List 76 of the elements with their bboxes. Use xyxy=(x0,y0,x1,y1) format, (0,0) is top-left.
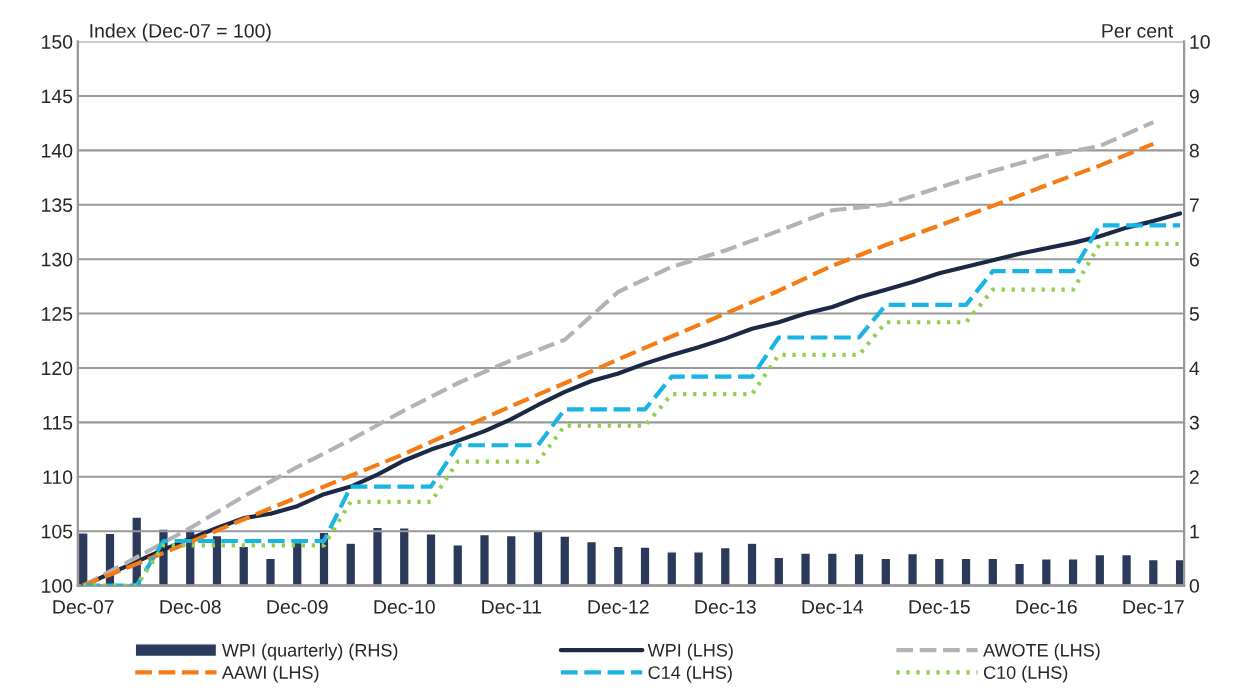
x-tick-label: Dec-11 xyxy=(482,600,541,614)
bar xyxy=(853,552,865,586)
bar xyxy=(371,526,384,586)
x-tick-label: Dec-13 xyxy=(695,599,756,614)
bar xyxy=(907,552,919,586)
bar xyxy=(238,545,250,586)
legend-label: AAWI (LHS) xyxy=(221,665,319,683)
bar xyxy=(612,545,624,586)
legend-label: C14 (LHS) xyxy=(648,665,732,683)
y-tick-label: 135 xyxy=(42,198,73,213)
bar xyxy=(211,534,223,586)
bar xyxy=(398,527,410,586)
bar xyxy=(1014,562,1026,586)
bar xyxy=(532,529,544,586)
bar xyxy=(987,557,999,586)
y2-tick-label: 6 xyxy=(1189,252,1199,267)
bar xyxy=(1147,558,1159,586)
bar xyxy=(559,535,571,586)
bar xyxy=(345,542,357,586)
bar xyxy=(264,557,276,586)
bar xyxy=(800,552,812,586)
x-tick-label: Dec-07 xyxy=(53,599,114,614)
y2-tick-label: 2 xyxy=(1189,470,1199,484)
y-axis-title: Index (Dec-07 = 100) xyxy=(90,23,271,42)
x-tick-label: Dec-09 xyxy=(267,599,328,614)
bar xyxy=(826,552,838,586)
y2-tick-label: 3 xyxy=(1189,415,1199,430)
legend-label: WPI (LHS) xyxy=(647,643,733,661)
y2-tick-label: 0 xyxy=(1189,579,1199,593)
bar xyxy=(478,533,491,586)
bar xyxy=(291,541,303,586)
y2-tick-label: 10 xyxy=(1190,35,1210,49)
bar xyxy=(586,540,598,586)
x-tick-label: Dec-17 xyxy=(1123,600,1184,614)
y2-tick-label: 9 xyxy=(1189,89,1199,104)
bar xyxy=(1121,553,1133,586)
bar xyxy=(773,556,785,586)
y2-tick-label: 1 xyxy=(1190,524,1199,539)
x-tick-label: Dec-10 xyxy=(374,599,435,614)
y-tick-label: 130 xyxy=(42,252,73,267)
y-tick-label: 125 xyxy=(42,307,73,321)
bar xyxy=(719,546,731,586)
legend-label: WPI (quarterly) (RHS) xyxy=(222,643,398,661)
x-tick-label: Dec-12 xyxy=(588,599,649,614)
y2-axis-title: Per cent xyxy=(1102,24,1174,38)
bar xyxy=(880,557,892,586)
x-tick-label: Dec-15 xyxy=(909,600,970,614)
bar xyxy=(1094,553,1106,586)
bar xyxy=(666,551,678,586)
x-tick-label: Dec-08 xyxy=(160,599,221,614)
bar xyxy=(746,542,758,586)
x-tick-label: Dec-16 xyxy=(1016,599,1077,614)
bar xyxy=(425,533,437,586)
y2-tick-label: 8 xyxy=(1189,143,1199,158)
y-tick-label: 140 xyxy=(42,143,73,158)
y-tick-label: 105 xyxy=(42,524,73,539)
bar xyxy=(960,557,972,586)
bar xyxy=(639,546,651,586)
x-tick-label: Dec-14 xyxy=(802,600,864,614)
y2-tick-label: 7 xyxy=(1189,198,1199,212)
y-tick-label: 115 xyxy=(43,416,73,430)
bar xyxy=(505,534,517,586)
y-tick-label: 145 xyxy=(42,89,73,104)
y-tick-label: 150 xyxy=(42,35,73,49)
y-tick-label: 120 xyxy=(42,361,73,376)
bar xyxy=(1067,558,1079,586)
y2-tick-label: 5 xyxy=(1189,307,1199,321)
bar xyxy=(1040,558,1052,586)
y-tick-label: 110 xyxy=(43,470,73,485)
legend-label: C10 (LHS) xyxy=(983,665,1068,683)
y2-tick-label: 4 xyxy=(1189,361,1200,376)
bar xyxy=(693,551,705,586)
y-tick-label: 100 xyxy=(42,579,73,593)
bar xyxy=(452,544,464,586)
bar xyxy=(933,557,945,586)
legend-label: AWOTE (LHS) xyxy=(983,643,1100,661)
